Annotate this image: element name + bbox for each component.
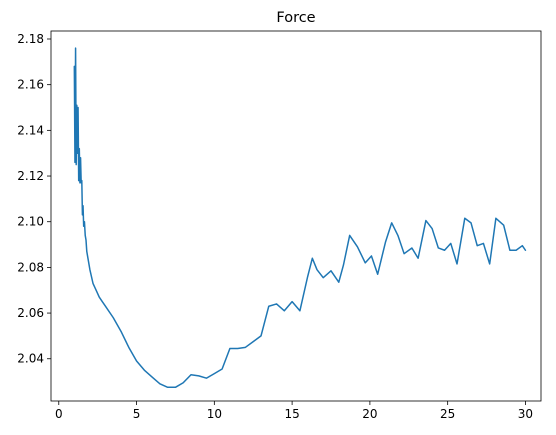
x-tick-label: 10 [207, 407, 222, 421]
y-tick-label: 2.16 [17, 78, 44, 92]
x-tick-label: 5 [133, 407, 141, 421]
plot-frame [50, 30, 542, 402]
y-tick-label: 2.06 [17, 306, 44, 320]
y-tick-label: 2.14 [17, 123, 44, 137]
x-tick-label: 0 [55, 407, 63, 421]
x-tick-label: 25 [440, 407, 455, 421]
y-tick-label: 2.04 [17, 352, 44, 366]
y-tick-label: 2.18 [17, 32, 44, 46]
x-axis: 0 5 10 15 20 25 30 [55, 401, 533, 421]
y-tick-label: 2.08 [17, 260, 44, 274]
y-tick-label: 2.12 [17, 169, 44, 183]
y-tick-label: 2.10 [17, 215, 44, 229]
series-line [73, 47, 527, 389]
y-axis: 2.04 2.06 2.08 2.10 2.12 2.14 2.16 2.18 [17, 32, 51, 366]
chart-title: Force [276, 10, 315, 26]
x-tick-label: 20 [362, 407, 377, 421]
x-tick-label: 30 [518, 407, 533, 421]
x-tick-label: 15 [284, 407, 299, 421]
